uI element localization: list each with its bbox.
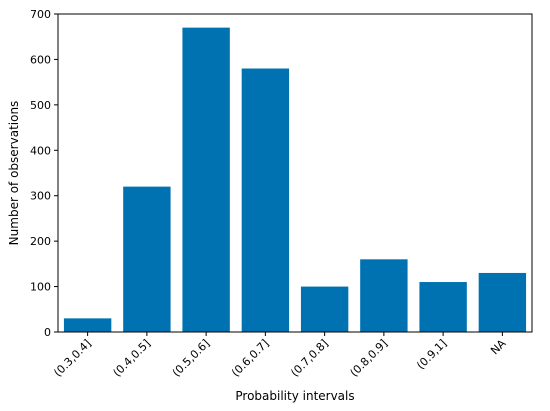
bar-6 <box>419 282 467 332</box>
y-tick-label: 700 <box>30 8 51 21</box>
y-axis-label: Number of observations <box>7 101 21 246</box>
bars-group <box>63 27 527 332</box>
y-tick-label: 600 <box>30 53 51 66</box>
y-tick-label: 100 <box>30 281 51 294</box>
x-tick-label: (0.4,0.5] <box>111 337 153 379</box>
x-axis-label: Probability intervals <box>235 389 354 403</box>
plot-frame <box>57 13 533 333</box>
x-tick-label: NA <box>488 337 509 358</box>
bar-2 <box>182 27 230 332</box>
bar-4 <box>300 286 349 332</box>
x-tick-label: (0.9,1] <box>414 337 449 372</box>
y-tick-label: 500 <box>30 99 51 112</box>
x-tick-label: (0.7,0.8] <box>288 337 330 379</box>
y-tick-label: 200 <box>30 235 51 248</box>
x-tick-label: (0.5,0.6] <box>170 337 212 379</box>
x-tick-label: (0.3,0.4] <box>51 337 93 379</box>
bar-0 <box>63 318 112 332</box>
y-tick-label: 0 <box>44 326 51 339</box>
y-tick-label: 400 <box>30 144 51 157</box>
y-tick-label: 300 <box>30 190 51 203</box>
bar-3 <box>241 68 290 332</box>
x-tick-label: (0.6,0.7] <box>229 337 271 379</box>
bar-1 <box>123 186 171 332</box>
bar-5 <box>360 259 408 332</box>
bar-7 <box>478 272 527 332</box>
x-tick-label: (0.8,0.9] <box>348 337 390 379</box>
y-axis-ticks: 0 100 200 300 400 500 600 700 <box>30 8 58 339</box>
x-axis-ticks: (0.3,0.4] (0.4,0.5] (0.5,0.6] (0.6,0.7] (0.7… <box>51 332 509 379</box>
